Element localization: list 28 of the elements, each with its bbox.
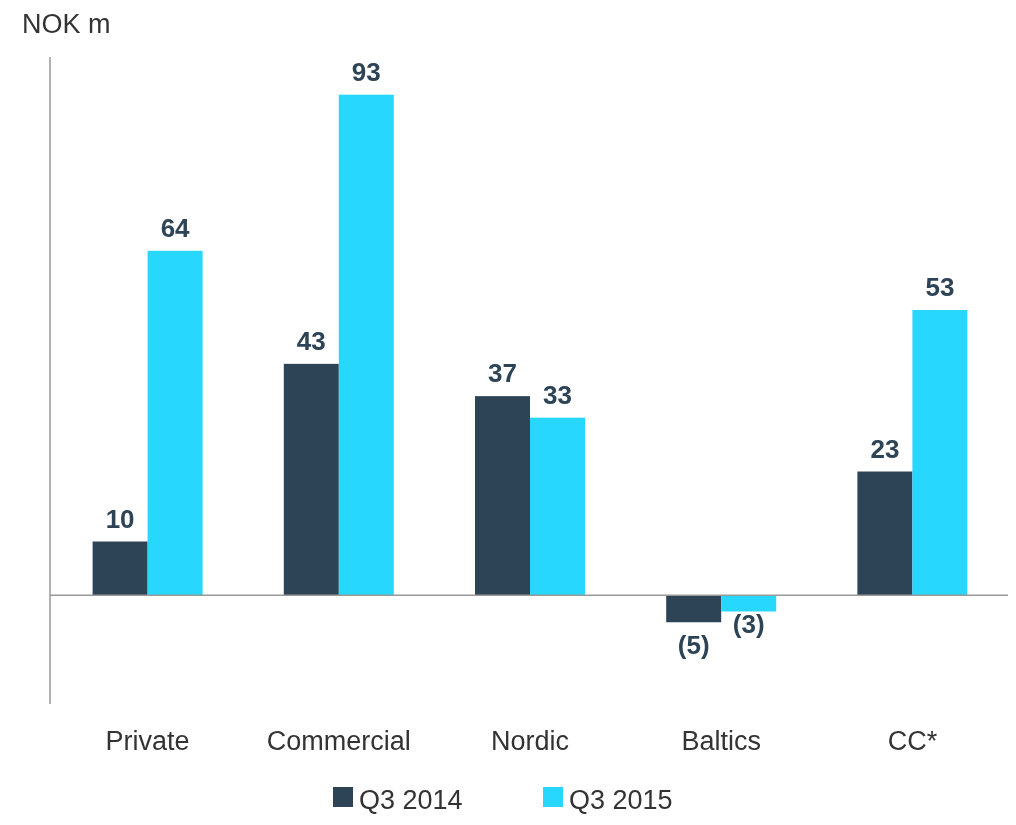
y-axis-title: NOK m [22,9,111,39]
legend-label: Q3 2014 [359,785,463,815]
x-tick-label: Baltics [681,726,761,756]
bar [530,417,585,596]
data-label: 37 [488,358,517,389]
bar [147,250,203,596]
x-tick-label: Commercial [266,726,411,756]
data-label: 23 [870,433,900,464]
bar [666,595,722,623]
data-label: (5) [677,630,710,661]
data-label: 93 [351,56,381,87]
bar [721,595,777,612]
data-label: 33 [543,379,572,410]
bar [475,396,530,596]
x-tick-label: CC* [887,726,938,756]
data-label: (3) [732,609,765,640]
bar [92,541,148,596]
data-label: 53 [925,272,955,303]
x-tick-label: Private [105,726,190,756]
data-label: 43 [296,325,326,356]
data-label: 64 [160,212,191,243]
x-tick-label: Nordic [490,726,570,756]
bar [857,471,913,596]
bar [338,94,394,596]
data-label: 10 [105,503,135,534]
legend-label: Q3 2015 [569,785,673,815]
bar [283,363,339,596]
bar [912,310,968,596]
